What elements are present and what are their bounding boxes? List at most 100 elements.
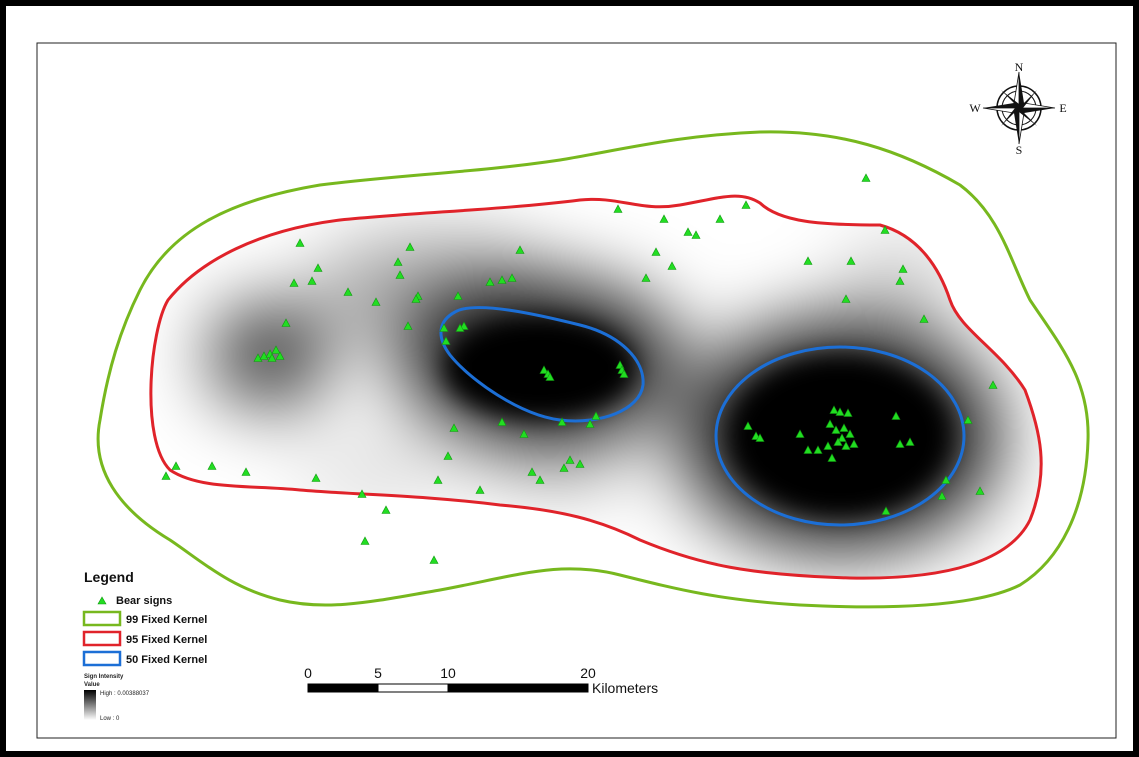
bear-sign-point: [795, 429, 805, 438]
legend-label-99: 99 Fixed Kernel: [126, 614, 207, 626]
bear-sign-legend-icon: [97, 596, 107, 605]
kernel-50-contour-east: [714, 345, 966, 527]
intensity-title: Sign Intensity: [84, 674, 124, 680]
legend-title: Legend: [84, 569, 134, 585]
bear-sign-point: [307, 276, 317, 285]
kernel-95-contour: [149, 194, 1043, 580]
bear-sign-point: [839, 423, 849, 432]
bear-sign-point: [941, 475, 951, 484]
bear-sign-point: [271, 345, 281, 354]
bear-sign-point: [433, 475, 443, 484]
bear-sign-point: [833, 437, 843, 446]
bear-sign-point: [667, 261, 677, 270]
bear-sign-point: [161, 471, 171, 480]
bear-sign-point: [837, 433, 847, 442]
legend-label-50: 50 Fixed Kernel: [126, 654, 207, 666]
bear-sign-point: [919, 314, 929, 323]
bear-sign-point: [455, 323, 465, 332]
bear-sign-point: [988, 380, 998, 389]
scale-unit: Kilometers: [592, 680, 658, 696]
bear-sign-point: [405, 242, 415, 251]
bear-sign-point: [515, 245, 525, 254]
bear-sign-point: [311, 473, 321, 482]
bear-sign-point: [393, 257, 403, 266]
bear-sign-point: [527, 467, 537, 476]
bear-sign-point: [539, 365, 549, 374]
bear-sign-point: [275, 351, 285, 360]
bear-sign-point: [895, 439, 905, 448]
bear-sign-point: [381, 505, 391, 514]
bear-sign-point: [898, 264, 908, 273]
bear-sign-point: [441, 336, 451, 345]
bear-sign-point: [849, 439, 859, 448]
bear-sign-point: [429, 555, 439, 564]
bear-sign-point: [207, 461, 217, 470]
bear-sign-point: [585, 419, 595, 428]
scale-tick-5: 5: [374, 665, 382, 681]
bear-sign-point: [395, 270, 405, 279]
bear-sign-point: [835, 407, 845, 416]
bear-sign-point: [171, 461, 181, 470]
compass-rose-icon: [982, 71, 1056, 145]
kernel-99-contour: [96, 130, 1090, 609]
bear-sign-point: [545, 372, 555, 381]
compass-rose: N S E W: [969, 60, 1066, 157]
bear-sign-point: [535, 475, 545, 484]
bear-sign-point: [880, 225, 890, 234]
bear-sign-point: [803, 445, 813, 454]
bear-sign-point: [497, 275, 507, 284]
bear-sign-point: [823, 441, 833, 450]
legend-swatch-99: [82, 610, 122, 627]
bear-sign-point: [559, 463, 569, 472]
bear-sign-point: [485, 277, 495, 286]
bear-sign-point: [371, 297, 381, 306]
bear-sign-point: [905, 437, 915, 446]
bear-sign-point: [715, 214, 725, 223]
bear-sign-point: [343, 287, 353, 296]
bear-sign-point: [975, 486, 985, 495]
bear-sign-point: [575, 459, 585, 468]
bear-sign-point: [591, 411, 601, 420]
legend-label-95: 95 Fixed Kernel: [126, 634, 207, 646]
bear-sign-point: [841, 294, 851, 303]
bear-sign-point: [641, 273, 651, 282]
legend-swatch-95: [82, 630, 122, 647]
bear-sign-point: [829, 405, 839, 414]
bear-sign-point: [691, 230, 701, 239]
compass-east: E: [1059, 101, 1066, 115]
intensity-subtitle: Value: [84, 682, 100, 688]
bear-sign-point: [755, 433, 765, 442]
bear-sign-point: [613, 204, 623, 213]
bear-sign-point: [557, 417, 567, 426]
bear-sign-point: [841, 441, 851, 450]
bear-signs-layer: [161, 173, 998, 564]
bear-sign-point: [439, 323, 449, 332]
compass-south: S: [1016, 143, 1023, 157]
intensity-high-label: High : 0.00388037: [100, 691, 150, 697]
bear-sign-point: [443, 451, 453, 460]
bear-sign-point: [813, 445, 823, 454]
density-surface: [150, 196, 1042, 579]
bear-sign-point: [803, 256, 813, 265]
bear-sign-point: [475, 485, 485, 494]
scale-tick-20: 20: [580, 665, 596, 681]
bear-sign-point: [357, 489, 367, 498]
kernel-50-contour-west: [439, 306, 645, 423]
legend-swatch-50: [82, 650, 122, 667]
bear-sign-point: [831, 425, 841, 434]
compass-west: W: [969, 101, 981, 115]
scale-tick-0: 0: [304, 665, 312, 681]
bear-sign-point: [659, 214, 669, 223]
intensity-low-label: Low : 0: [100, 716, 120, 722]
bear-sign-point: [241, 467, 251, 476]
legend-label-bear-signs: Bear signs: [116, 595, 172, 607]
compass-north: N: [1015, 60, 1024, 74]
bear-sign-point: [295, 238, 305, 247]
intensity-ramp: [84, 690, 96, 720]
bear-sign-point: [519, 429, 529, 438]
bear-sign-point: [881, 506, 891, 515]
scale-bar: 0 5 10 20 Kilometers: [304, 665, 658, 696]
bear-sign-point: [565, 455, 575, 464]
bear-sign-point: [825, 419, 835, 428]
